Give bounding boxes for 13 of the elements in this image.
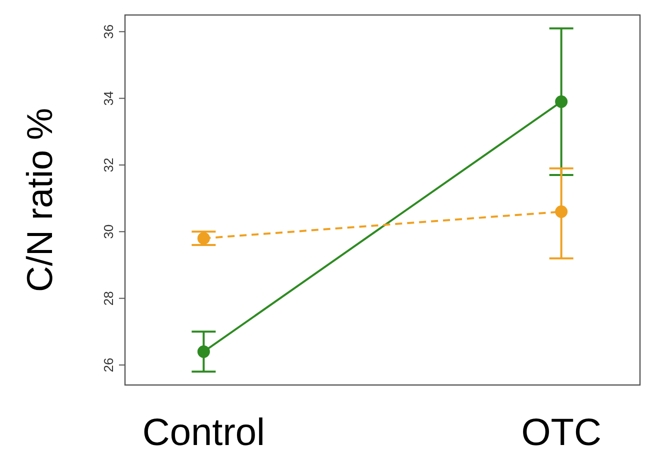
y-tick-label: 36 bbox=[101, 24, 116, 39]
point bbox=[197, 345, 210, 358]
y-tick-label: 28 bbox=[101, 291, 116, 306]
point bbox=[555, 205, 568, 218]
y-tick-label: 32 bbox=[101, 158, 116, 172]
y-tick-label: 26 bbox=[101, 358, 116, 372]
x-tick-label: OTC bbox=[521, 412, 602, 454]
y-tick-label: 34 bbox=[101, 91, 116, 106]
y-axis-title: C/N ratio % bbox=[19, 108, 60, 292]
x-tick-label: Control bbox=[142, 412, 265, 454]
y-tick-label: 30 bbox=[101, 224, 116, 239]
point bbox=[555, 95, 568, 108]
point bbox=[197, 232, 210, 245]
